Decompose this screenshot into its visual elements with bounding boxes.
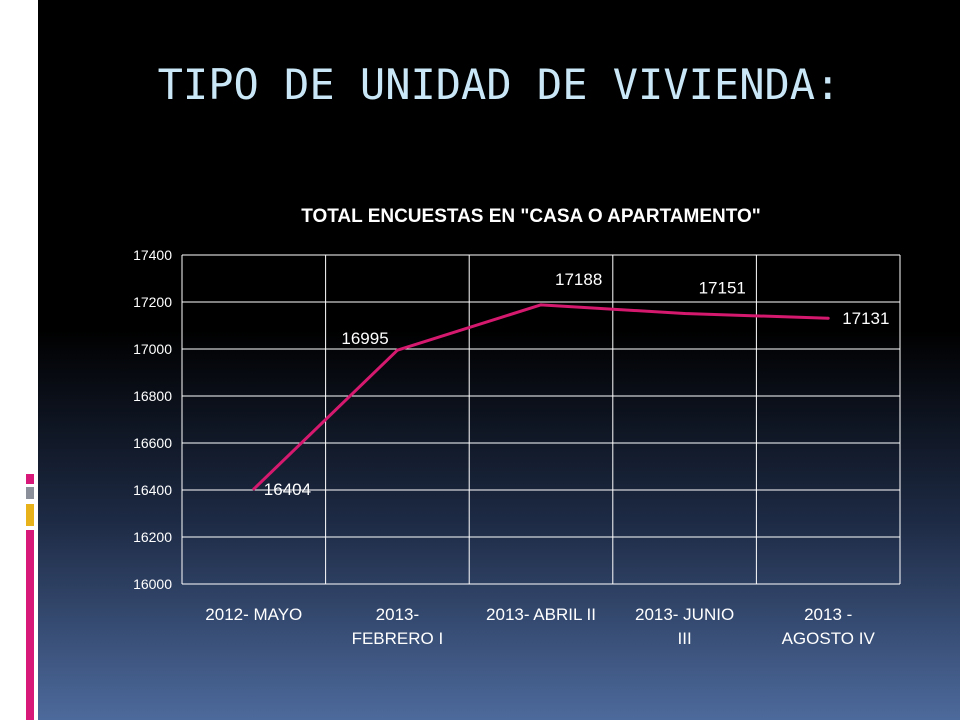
y-tick-label: 16000 [133, 576, 172, 592]
y-tick-label: 17200 [133, 294, 172, 310]
data-point [395, 348, 399, 352]
y-tick-label: 16600 [133, 435, 172, 451]
x-tick-label: 2013- JUNIO [635, 605, 734, 624]
x-tick-label: 2013- [376, 605, 419, 624]
y-tick-label: 16800 [133, 388, 172, 404]
data-label: 16995 [341, 329, 388, 348]
x-tick-label: FEBRERO I [352, 629, 444, 648]
series-line [252, 303, 829, 491]
x-tick-label: III [678, 629, 692, 648]
line-chart: TOTAL ENCUESTAS EN "CASA O APARTAMENTO" 1… [133, 206, 901, 648]
x-tick-label: 2013- ABRIL II [486, 605, 596, 624]
data-point [683, 312, 687, 316]
accent-bar-pink-long [26, 530, 34, 720]
data-point [826, 316, 830, 320]
slide: TIPO DE UNIDAD DE VIVIENDA: TOTAL ENCUES… [38, 0, 960, 720]
y-tick-label: 17000 [133, 341, 172, 357]
data-label: 16404 [264, 480, 311, 499]
accent-bar-gray [26, 487, 34, 499]
chart-title: TOTAL ENCUESTAS EN "CASA O APARTAMENTO" [301, 206, 761, 227]
y-tick-label: 17400 [133, 247, 172, 263]
accent-bar-pink [26, 474, 34, 484]
x-tick-label: AGOSTO IV [782, 629, 876, 648]
x-tick-label: 2013 - [804, 605, 852, 624]
x-tick-label: 2012- MAYO [205, 605, 302, 624]
data-label: 17188 [555, 270, 602, 289]
data-point [252, 487, 256, 491]
y-tick-label: 16400 [133, 482, 172, 498]
data-label: 17151 [699, 279, 746, 298]
accent-bar-yellow [26, 504, 34, 526]
data-label: 17131 [842, 309, 889, 328]
y-tick-label: 16200 [133, 529, 172, 545]
slide-title: TIPO DE UNIDAD DE VIVIENDA: [157, 60, 841, 109]
data-point [539, 303, 543, 307]
